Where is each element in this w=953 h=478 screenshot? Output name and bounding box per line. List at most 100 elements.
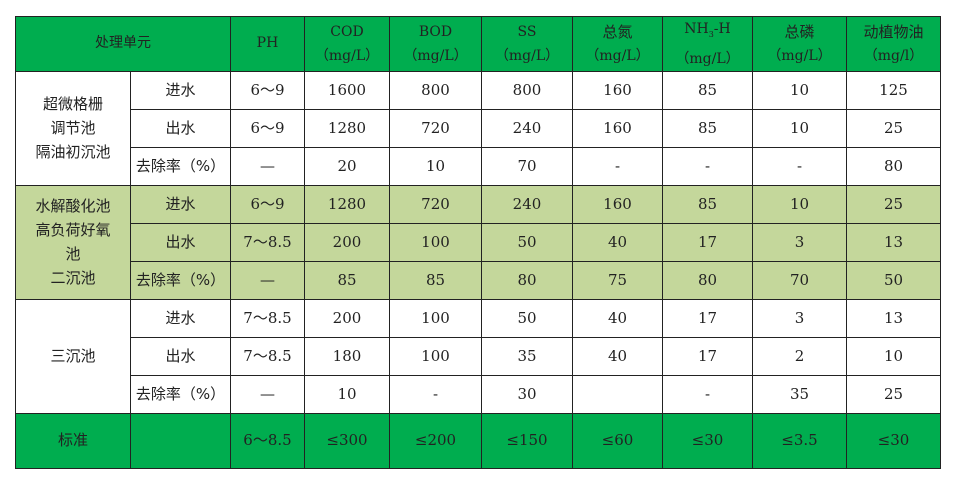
header-bod-name: BOD — [418, 23, 453, 40]
header-tp-unit: （mg/L） — [767, 47, 832, 64]
value-cell: 10 — [752, 108, 847, 148]
table-row: 水解酸化池 高负荷好氧池二沉池 进水 6～9 1280 720 240 160 85 10 25 — [15, 184, 941, 300]
header-nh3-name: NH3-H — [663, 17, 752, 47]
value-cell: - — [662, 374, 753, 414]
row-label: 进水 — [130, 70, 231, 110]
value-cell: 200 — [304, 298, 390, 338]
value-cell: 40 — [572, 336, 663, 376]
value-cell: 160 — [572, 108, 663, 148]
value-cell: 800 — [389, 70, 482, 110]
standard-value: 6～8.5 — [230, 412, 305, 469]
value-cell: 10 — [304, 374, 390, 414]
value-cell: 6～9 — [230, 184, 305, 224]
value-cell: - — [572, 146, 663, 186]
header-bod: BOD （mg/L） — [389, 16, 482, 72]
value-cell: 25 — [846, 374, 941, 414]
value-cell: 75 — [572, 260, 663, 300]
value-cell: 200 — [304, 222, 390, 262]
value-cell: 40 — [572, 222, 663, 262]
value-cell: 50 — [481, 298, 573, 338]
value-cell: 35 — [481, 336, 573, 376]
standard-empty-cell — [130, 412, 231, 469]
header-unit: 处理单元 — [15, 16, 231, 72]
row-label: 去除率（%） — [130, 374, 231, 414]
row-label: 出水 — [130, 336, 231, 376]
value-cell: 13 — [846, 298, 941, 338]
value-cell: 10 — [846, 336, 941, 376]
value-cell: 7～8.5 — [230, 336, 305, 376]
row-label: 出水 — [130, 222, 231, 262]
standard-label: 标准 — [15, 412, 131, 469]
standard-value: ≤3.5 — [752, 412, 847, 469]
table-row: 出水 7～8.5 180 100 35 40 17 2 10 — [16, 336, 941, 376]
standard-value: ≤200 — [389, 412, 482, 469]
unit-name-line: 二沉池 — [50, 269, 96, 288]
value-cell: 70 — [752, 260, 847, 300]
header-tp-name: 总磷 — [784, 22, 815, 41]
header-cod: COD （mg/L） — [304, 16, 390, 72]
value-cell: 6～9 — [230, 70, 305, 110]
value-cell: - — [662, 146, 753, 186]
value-cell: 1280 — [304, 184, 390, 224]
table-row: 三沉池 进水 7～8.5 200 100 50 40 17 3 13 — [15, 298, 941, 414]
unit-name-line: 池 — [65, 245, 81, 264]
value-cell: 10 — [752, 70, 847, 110]
value-cell: 50 — [846, 260, 941, 300]
value-cell: - — [752, 146, 847, 186]
standard-value: ≤300 — [304, 412, 390, 469]
value-cell: 17 — [662, 336, 753, 376]
value-cell: 160 — [572, 70, 663, 110]
row-label: 去除率（%） — [130, 146, 231, 186]
value-cell: 1280 — [304, 108, 390, 148]
header-ph: PH — [230, 16, 305, 72]
unit-name-line: 高负荷好氧 — [35, 221, 111, 240]
table-row: 去除率（%） —85 85 80 75 80 70 50 — [16, 260, 941, 300]
value-cell: 70 — [481, 146, 573, 186]
value-cell: 7～8.5 — [230, 222, 305, 262]
table-row: 出水 6～9 1280 720 240 160 85 10 25 — [16, 108, 941, 148]
header-tn-unit: （mg/L） — [585, 47, 650, 64]
row-label: 进水 — [130, 184, 231, 224]
value-cell: 80 — [846, 146, 941, 186]
nh3-post: -H — [713, 21, 731, 37]
row-label: 去除率（%） — [130, 260, 231, 300]
header-ss: SS （mg/L） — [481, 16, 573, 72]
value-cell: 720 — [389, 108, 482, 148]
value-cell: 85 — [389, 260, 482, 300]
standard-value: ≤30 — [846, 412, 941, 469]
value-cell: 85 — [662, 108, 753, 148]
value-cell: 3 — [752, 298, 847, 338]
value-cell: 85 — [662, 184, 753, 224]
value-cell: 13 — [846, 222, 941, 262]
value-cell: 80 — [662, 260, 753, 300]
value-cell — [572, 374, 663, 414]
table-row: 超微格栅 调节池 隔油初沉池 进水 6～9 1600 800 800 160 85 10 125 — [15, 70, 941, 186]
unit-name-line: 水解酸化池 — [35, 197, 111, 216]
unit-name-line: 三沉池 — [50, 347, 96, 366]
value-cell: 2 — [752, 336, 847, 376]
table-row: 去除率（%） —20 10 70- - -80 — [16, 146, 941, 186]
value-cell: 180 — [304, 336, 390, 376]
value-cell: 17 — [662, 222, 753, 262]
nh3-sub: 3 — [708, 29, 714, 39]
nh3-pre: NH — [684, 21, 709, 37]
value-cell: 10 — [389, 146, 482, 186]
value-cell: - — [389, 374, 482, 414]
unit-name-line: 超微格栅 — [42, 95, 103, 114]
row-label: 进水 — [130, 298, 231, 338]
header-cod-unit: （mg/L） — [314, 47, 380, 64]
value-cell: — — [230, 374, 305, 414]
header-row: 处理单元 PH COD （mg/L） BOD （mg/L） SS （mg/L） 总氮 （… — [15, 16, 941, 72]
value-cell: 50 — [481, 222, 573, 262]
row-label: 出水 — [130, 108, 231, 148]
header-oil-unit: （mg/l） — [863, 47, 924, 64]
value-cell: 100 — [389, 222, 482, 262]
header-nh3-unit: （mg/L） — [675, 50, 740, 67]
value-cell: 240 — [481, 184, 573, 224]
header-oil-name: 动植物油 — [863, 22, 924, 41]
value-cell: 125 — [846, 70, 941, 110]
water-quality-table: 处理单元 PH COD （mg/L） BOD （mg/L） SS （mg/L） 总氮 （… — [15, 16, 941, 469]
value-cell: 30 — [481, 374, 573, 414]
table-row: 去除率（%） —10-30-35 25 — [16, 374, 941, 414]
unit-name-cell: 三沉池 — [15, 298, 131, 414]
